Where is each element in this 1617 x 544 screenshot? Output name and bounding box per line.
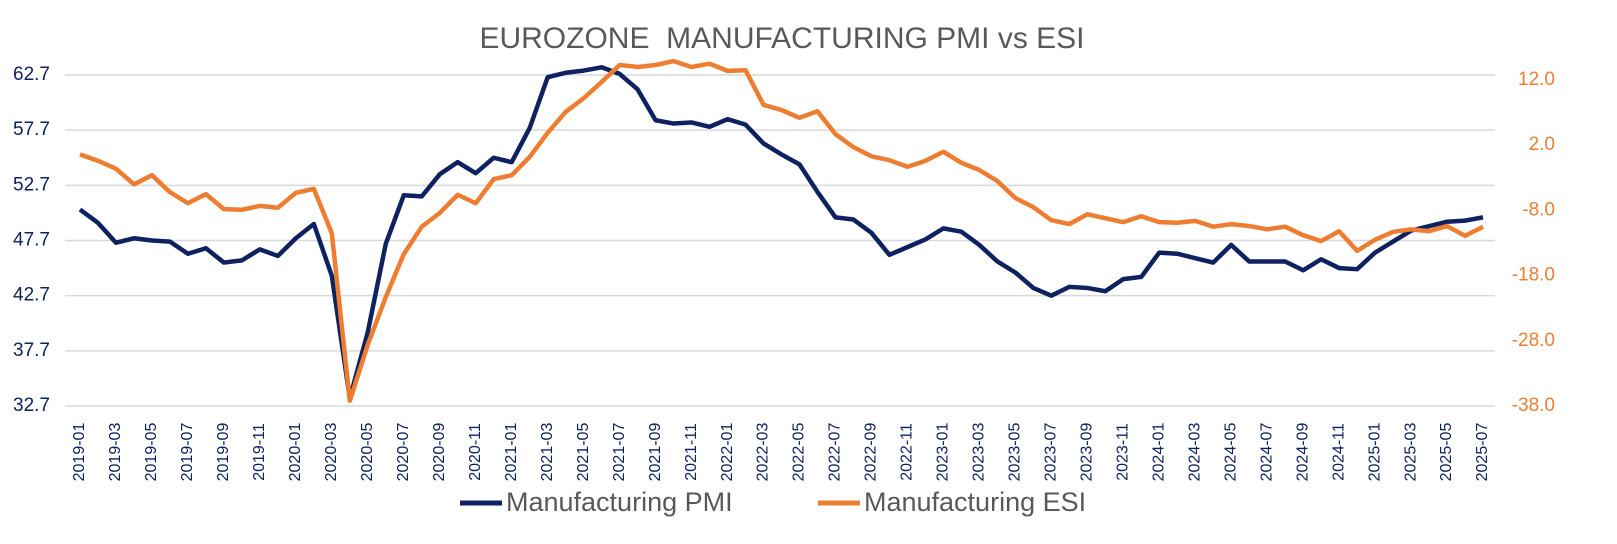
y2-tick-label: 2.0 — [1529, 134, 1555, 155]
x-tick-label: 2022-03 — [755, 423, 772, 482]
x-tick-label: 2019-11 — [251, 423, 268, 481]
x-tick-label: 2022-05 — [791, 423, 808, 482]
legend-label: Manufacturing ESI — [864, 487, 1086, 517]
y2-tick-label: -38.0 — [1512, 395, 1555, 416]
x-tick-label: 2024-09 — [1294, 423, 1311, 482]
y-tick-label: 52.7 — [13, 174, 50, 195]
x-tick-label: 2021-11 — [683, 423, 700, 481]
x-tick-label: 2023-05 — [1007, 423, 1024, 482]
y-tick-label: 47.7 — [13, 230, 50, 251]
x-tick-label: 2024-11 — [1330, 423, 1347, 481]
x-tick-label: 2022-07 — [827, 423, 844, 482]
x-tick-label: 2022-11 — [899, 423, 916, 481]
x-tick-label: 2020-11 — [467, 423, 484, 481]
x-tick-label: 2023-11 — [1114, 423, 1131, 481]
y2-tick-label: -28.0 — [1512, 330, 1555, 351]
y2-tick-label: -18.0 — [1512, 265, 1555, 286]
y-tick-label: 37.7 — [13, 340, 50, 361]
x-tick-label: 2019-09 — [215, 423, 232, 482]
x-tick-label: 2022-01 — [719, 423, 736, 482]
x-tick-label: 2021-09 — [647, 423, 664, 482]
chart-title: EUROZONE MANUFACTURING PMI vs ESI — [479, 22, 1084, 55]
y-tick-label: 42.7 — [13, 285, 50, 306]
legend-label: Manufacturing PMI — [506, 487, 733, 517]
x-tick-label: 2020-03 — [323, 423, 340, 482]
x-tick-label: 2021-05 — [575, 423, 592, 482]
x-tick-label: 2023-03 — [971, 423, 988, 482]
x-tick-label: 2019-03 — [107, 423, 124, 482]
x-tick-label: 2025-07 — [1474, 423, 1491, 482]
y2-tick-label: -8.0 — [1522, 199, 1555, 220]
x-tick-label: 2020-09 — [431, 423, 448, 482]
x-tick-label: 2021-01 — [503, 423, 520, 482]
x-tick-label: 2024-01 — [1150, 423, 1167, 482]
x-tick-label: 2025-03 — [1402, 423, 1419, 482]
x-tick-label: 2023-07 — [1043, 423, 1060, 482]
x-tick-label: 2020-05 — [359, 423, 376, 482]
x-tick-label: 2022-09 — [863, 423, 880, 482]
data-line — [78, 65, 1484, 401]
y-tick-label: 62.7 — [13, 64, 50, 85]
x-tick-label: 2019-01 — [71, 423, 88, 482]
data-line — [79, 58, 1485, 404]
x-tick-label: 2025-01 — [1366, 423, 1383, 482]
x-tick-label: 2024-07 — [1258, 423, 1275, 482]
y2-tick-label: 12.0 — [1518, 69, 1555, 90]
x-tick-label: 2019-07 — [179, 423, 196, 482]
x-tick-label: 2021-03 — [539, 423, 556, 482]
x-tick-label: 2021-07 — [611, 423, 628, 482]
x-tick-label: 2023-09 — [1079, 423, 1096, 482]
y-tick-label: 57.7 — [13, 119, 50, 140]
x-tick-label: 2024-05 — [1222, 423, 1239, 482]
x-tick-label: 2025-05 — [1438, 423, 1455, 482]
x-tick-label: 2024-03 — [1186, 423, 1203, 482]
x-tick-label: 2023-01 — [935, 423, 952, 482]
y-tick-label: 32.7 — [13, 395, 50, 416]
x-tick-label: 2020-07 — [395, 423, 412, 482]
x-tick-label: 2019-05 — [143, 423, 160, 482]
x-tick-label: 2020-01 — [287, 423, 304, 482]
